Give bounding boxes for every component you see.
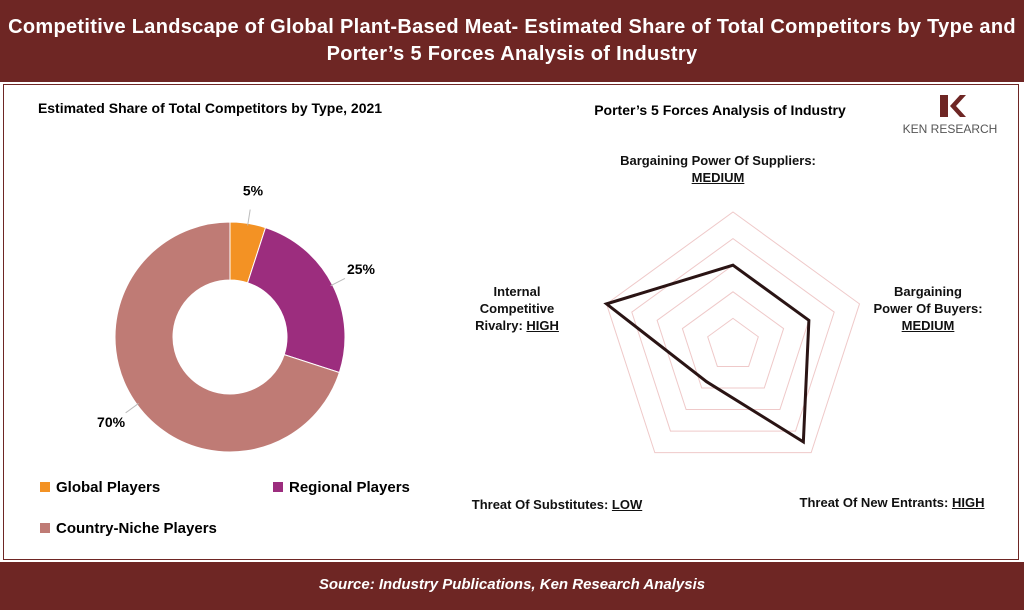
legend-item: Global Players: [40, 479, 160, 496]
slice: [246, 226, 346, 374]
logo-mark: [940, 95, 966, 117]
legend-item: Regional Players: [273, 479, 410, 496]
axis-label: Threat Of New Entrants: HIGH: [792, 494, 992, 511]
grid-ring: [631, 237, 835, 432]
legend-swatch: [273, 482, 283, 492]
leader-line: [125, 403, 139, 414]
leader-line: [247, 209, 251, 226]
legend-item: Country-Niche Players: [40, 520, 217, 537]
axis-label: Bargaining Power Of Suppliers: MEDIUM: [618, 152, 818, 186]
axis-name: Bargaining Power Of Buyers:: [873, 284, 983, 316]
footer: Source: Industry Publications, Ken Resea…: [0, 562, 1024, 610]
slice: [114, 221, 341, 453]
header: Competitive Landscape of Global Plant-Ba…: [0, 0, 1024, 82]
axis-level: LOW: [611, 497, 643, 512]
axis-label: Threat Of Substitutes: LOW: [457, 496, 657, 513]
legend-swatch: [40, 523, 50, 533]
grid-ring: [707, 317, 759, 368]
legend-label: Country-Niche Players: [56, 520, 217, 537]
axis-level: HIGH: [951, 495, 985, 510]
axis-name: Threat Of New Entrants:: [799, 495, 949, 510]
grid-ring: [605, 211, 861, 454]
axis-name: Threat Of Substitutes:: [471, 497, 609, 512]
axis-level: MEDIUM: [691, 170, 745, 185]
value-label: 5%: [243, 183, 264, 199]
legend-label: Global Players: [56, 479, 161, 496]
axis-level: HIGH: [526, 318, 559, 333]
value-label: 25%: [347, 261, 376, 277]
axis-name: Internal Competitive Rivalry:: [475, 284, 555, 333]
chart-title: Estimated Share of Total Competitors by …: [37, 100, 383, 116]
axis-level: MEDIUM: [901, 318, 955, 333]
logo: KEN RESEARCH: [903, 95, 998, 136]
chart-title: Porter’s 5 Forces Analysis of Industry: [594, 102, 846, 118]
panel: [3, 84, 1019, 560]
axis-name: Bargaining Power Of Suppliers:: [620, 153, 816, 168]
page-title: Competitive Landscape of Global Plant-Ba…: [8, 16, 1016, 65]
logo-text: KEN RESEARCH: [903, 122, 998, 136]
axis-label: Bargaining Power Of Buyers: MEDIUM: [873, 283, 983, 334]
legend-swatch: [40, 482, 50, 492]
legend-label: Regional Players: [289, 479, 410, 496]
grid-ring: [681, 291, 785, 389]
value-label: 70%: [97, 414, 126, 430]
radar-line: [603, 263, 811, 445]
leader-line: [330, 277, 346, 287]
axis-label: Internal Competitive Rivalry: HIGH: [462, 283, 572, 334]
source: Source: Industry Publications, Ken Resea…: [318, 576, 706, 593]
